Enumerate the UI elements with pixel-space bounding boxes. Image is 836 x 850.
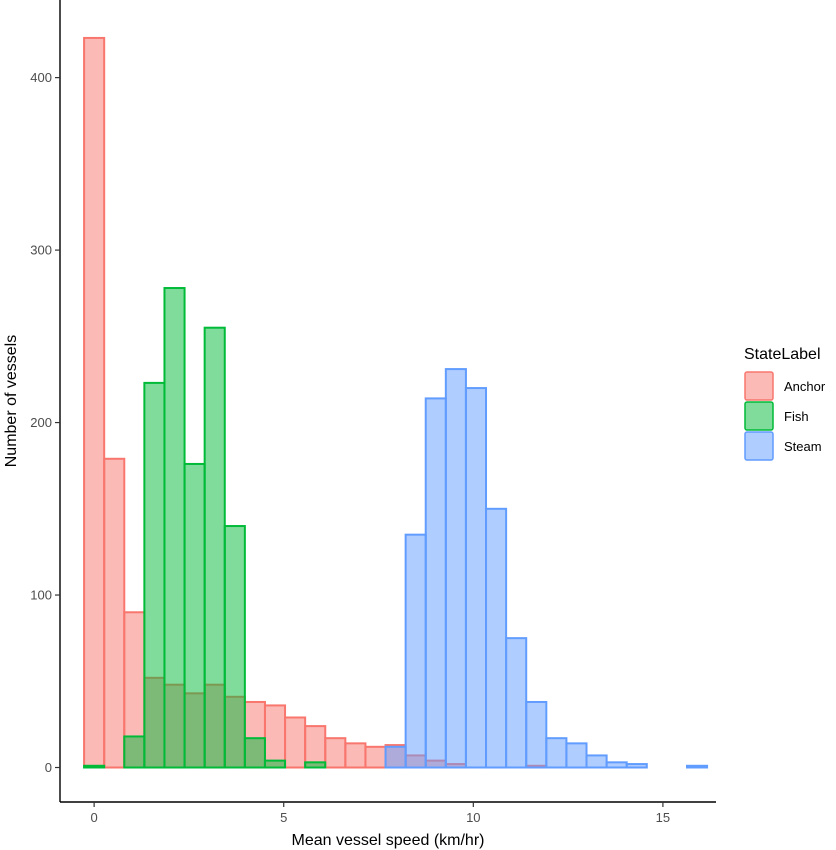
fish-bar (83, 764, 106, 769)
steam-bar (545, 737, 568, 769)
fish-bar (243, 737, 266, 769)
y-tick-label: 300 (30, 243, 52, 258)
steam-bar (485, 507, 508, 769)
legend-swatch-fish (744, 401, 774, 431)
y-axis-title: Number of vessels (3, 335, 20, 468)
fish-bars (83, 287, 327, 769)
x-axis-ticks: 0 5 10 15 (91, 802, 670, 825)
fish-bar (143, 381, 166, 769)
x-tick-label: 15 (656, 810, 670, 825)
steam-bar (625, 763, 648, 769)
steam-bar (444, 368, 467, 769)
y-axis-ticks: 0 100 200 300 400 (30, 70, 60, 775)
anchor-bar (324, 737, 347, 769)
steam-bar (505, 637, 528, 769)
anchor-bar (83, 36, 106, 769)
fish-bar (123, 735, 146, 769)
anchor-bar (284, 716, 307, 769)
anchor-bar (304, 725, 327, 769)
y-tick-label: 0 (45, 760, 52, 775)
anchor-bar (263, 704, 287, 769)
y-tick-label: 400 (30, 70, 52, 85)
anchor-bar (364, 745, 387, 769)
steam-bar (464, 387, 488, 769)
steam-bar (424, 397, 447, 769)
steam-bar (384, 745, 407, 769)
legend-title: StateLabel (744, 346, 821, 363)
x-axis-title: Mean vessel speed (km/hr) (292, 832, 485, 849)
x-tick-label: 0 (91, 810, 98, 825)
steam-bar (605, 761, 628, 769)
x-tick-label: 10 (466, 810, 480, 825)
fish-bar (203, 326, 226, 769)
fish-bar (223, 525, 246, 769)
x-tick-label: 5 (280, 810, 287, 825)
steam-bars (384, 368, 709, 769)
fish-bar (263, 759, 287, 769)
steam-bar (404, 533, 427, 769)
steam-bar (585, 754, 608, 769)
steam-bar (565, 742, 588, 769)
legend-label-fish: Fish (784, 409, 809, 424)
legend-swatch-steam (744, 431, 774, 461)
fish-bar (163, 287, 186, 769)
legend-label-steam: Steam (784, 439, 822, 454)
y-tick-label: 100 (30, 588, 52, 603)
legend-label-anchor: Anchor (784, 379, 826, 394)
fish-bar (183, 462, 206, 769)
fish-bar (304, 761, 327, 769)
y-tick-label: 200 (30, 415, 52, 430)
anchor-bar (103, 457, 126, 769)
legend: StateLabel Anchor Fish Steam (744, 346, 826, 461)
legend-swatch-anchor (744, 371, 774, 401)
anchor-bar (344, 742, 367, 769)
steam-bar (525, 700, 548, 769)
steam-bar (685, 764, 709, 769)
